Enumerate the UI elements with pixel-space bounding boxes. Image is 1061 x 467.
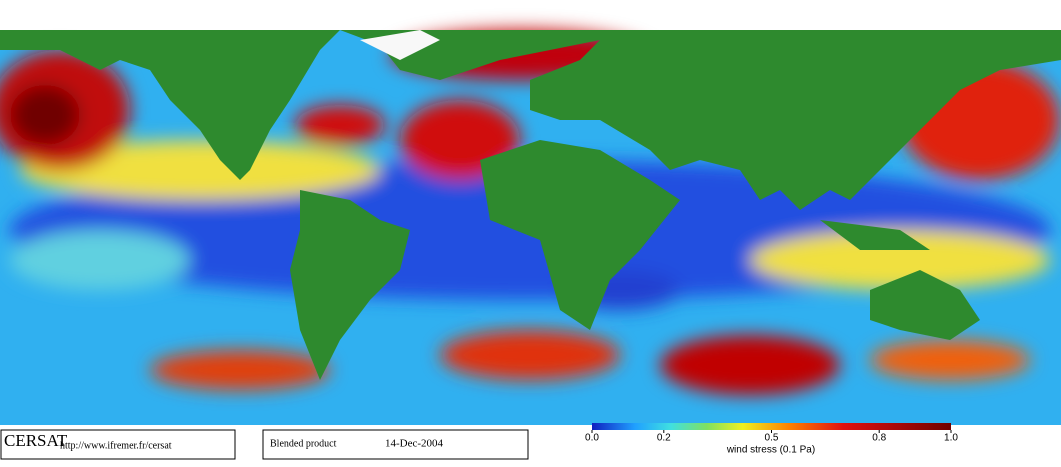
url: http://www.ifremer.fr/cersat	[60, 440, 172, 451]
product: Blended product	[270, 438, 337, 449]
colorbar-tick-label: 0.8	[872, 433, 886, 444]
logo: CERSAT	[4, 431, 68, 450]
info-box	[262, 429, 529, 460]
colorbar-tick-label: 0.0	[585, 433, 599, 444]
colorbar-tick-label: 1.0	[944, 433, 958, 444]
colorbar-tick-label: 0.5	[765, 433, 779, 444]
date: 14-Dec-2004	[385, 438, 444, 450]
continents	[0, 30, 1061, 380]
colorbar-label: wind stress (0.1 Pa)	[726, 445, 815, 456]
colorbar	[592, 423, 951, 430]
colorbar-tick-label: 0.2	[657, 433, 671, 444]
logo-box	[0, 429, 236, 460]
